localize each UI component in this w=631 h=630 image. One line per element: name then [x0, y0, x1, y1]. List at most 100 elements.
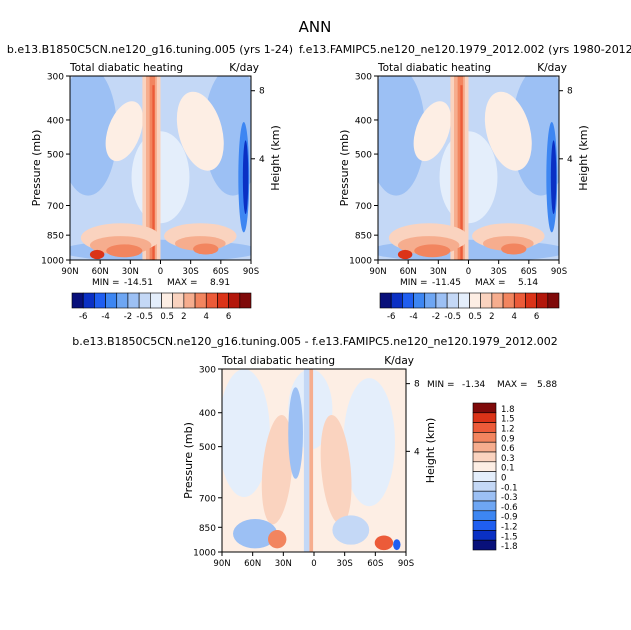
colorbar-swatch [116, 292, 129, 309]
colorbar-label: 0.5 [468, 312, 482, 322]
colorbar-swatch [472, 500, 497, 512]
panel-title: f.e13.FAMIPC5.ne120_ne120.1979_2012.002 … [299, 43, 631, 56]
colorbar-label: -0.1 [501, 483, 518, 493]
x-tick-label: 30S [337, 559, 353, 569]
stat-max-label: MAX = [167, 278, 198, 288]
colorbar-label: -2 [432, 312, 440, 322]
x-tick-label: 0 [311, 559, 316, 569]
colorbar-label: 0.5 [160, 312, 174, 322]
colorbar-label: -0.3 [501, 493, 518, 503]
colorbar-label: -6 [387, 312, 395, 322]
colorbar-swatch [472, 510, 497, 521]
panel-1: b.e13.B1850C5CN.ne120_g16.tuning.005 (yr… [7, 43, 293, 288]
field-contour [242, 140, 249, 214]
colorbar-swatch [472, 539, 497, 551]
colorbar-label: 0.3 [501, 454, 515, 464]
x-tick-label: 30S [491, 267, 507, 277]
colorbar-swatch [105, 292, 118, 309]
field-contour [378, 76, 426, 196]
x-tick-label: 60S [367, 559, 383, 569]
colorbar-swatch [491, 292, 504, 309]
y-axis-label: Pressure (mb) [182, 422, 195, 499]
colorbar-swatch [472, 422, 497, 433]
colorbar-swatch [205, 292, 218, 309]
field-contour [393, 539, 401, 551]
x-tick-label: 30S [183, 267, 199, 277]
y-tick-label: 700 [47, 202, 64, 212]
colorbar-1: -6 -4 -2 -0.5 0.5 2 4 6 [71, 292, 252, 322]
colorbar-swatch [525, 292, 537, 309]
x-tick-label: 90S [398, 559, 414, 569]
colorbar-swatch [472, 402, 497, 414]
y-right-tick-label: 4 [414, 447, 420, 457]
stat-min-label: MIN = [92, 278, 120, 288]
colorbar-label: 0.9 [501, 434, 515, 444]
y-right-tick-label: 8 [259, 87, 265, 97]
colorbar-swatch [413, 292, 426, 309]
field-contour [288, 387, 303, 479]
field-contour [105, 101, 143, 162]
left-string: Total diabatic heating [69, 62, 183, 74]
colorbar-swatch [402, 292, 414, 309]
stat-min-value: -11.45 [432, 278, 461, 288]
colorbar-label: 2 [181, 312, 186, 322]
colorbar-swatch [480, 292, 493, 309]
stat-min-value: -14.51 [124, 278, 153, 288]
x-tick-label: 30N [122, 267, 139, 277]
y-tick-label: 850 [355, 232, 372, 242]
y-tick-label: 850 [47, 232, 64, 242]
left-string: Total diabatic heating [377, 62, 491, 74]
colorbar-swatch [547, 292, 560, 309]
colorbar-swatch [194, 292, 207, 309]
y-tick-label: 300 [199, 366, 216, 376]
x-tick-label: 90S [243, 267, 259, 277]
x-tick-label: 60S [521, 267, 537, 277]
colorbar-label: -0.9 [501, 513, 518, 523]
colorbar-label: -1.5 [501, 532, 518, 542]
field-contour [397, 249, 413, 260]
colorbar-label: -0.5 [136, 312, 153, 322]
y-right-axis-label: Height (km) [269, 125, 282, 191]
field-contour [70, 76, 118, 196]
colorbar-label: 0.1 [501, 464, 515, 474]
colorbar-swatch [424, 292, 437, 309]
field-contour [268, 530, 287, 549]
right-string: K/day [384, 355, 414, 367]
colorbar-label: 2 [489, 312, 494, 322]
y-right-axis-label: Height (km) [577, 125, 590, 191]
colorbar-swatch [71, 292, 84, 309]
x-tick-label: 0 [466, 267, 471, 277]
panel-title: b.e13.B1850C5CN.ne120_g16.tuning.005 (yr… [7, 43, 293, 56]
y-axis-label: Pressure (mb) [338, 130, 351, 207]
colorbar-swatch [150, 292, 162, 309]
colorbar-swatch [536, 292, 549, 309]
colorbar-swatch [239, 292, 252, 309]
x-tick-label: 60N [244, 559, 261, 569]
colorbar-swatch [127, 292, 140, 309]
colorbar-swatch [82, 292, 95, 309]
page-title: ANN [299, 18, 332, 36]
field-contour [343, 378, 395, 507]
field-contour [484, 91, 532, 171]
panel-3: b.e13.B1850C5CN.ne120_g16.tuning.005 - f… [72, 335, 557, 569]
x-tick-label: 60N [400, 267, 417, 277]
y-right-tick-label: 8 [567, 87, 573, 97]
colorbar-label: 0 [501, 474, 506, 484]
colorbar-swatch [228, 292, 241, 309]
x-tick-label: 90N [213, 559, 230, 569]
colorbar-swatch [172, 292, 185, 309]
right-string: K/day [537, 62, 567, 74]
y-tick-label: 400 [355, 116, 372, 126]
x-tick-label: 30N [275, 559, 292, 569]
contour-field [378, 76, 559, 260]
colorbar-swatch [472, 530, 497, 541]
right-string: K/day [229, 62, 259, 74]
colorbar-swatch [472, 461, 497, 472]
y-tick-label: 1000 [349, 257, 372, 267]
colorbar-swatch [472, 490, 497, 502]
y-right-axis-label: Height (km) [424, 418, 437, 484]
colorbar-swatch [502, 292, 515, 309]
field-contour [106, 244, 143, 258]
field-contour [303, 369, 310, 552]
colorbar-label: -1.2 [501, 523, 518, 533]
